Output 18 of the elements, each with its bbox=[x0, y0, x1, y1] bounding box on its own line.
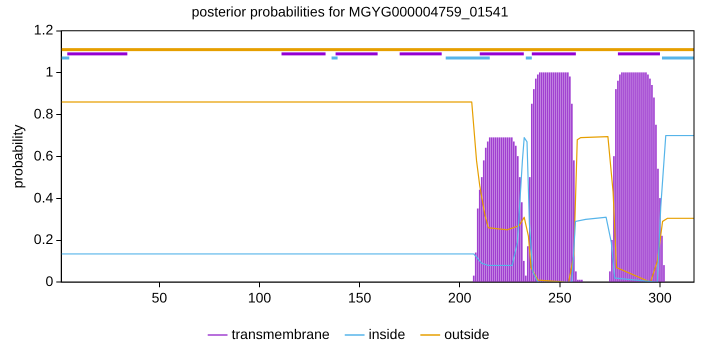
x-tick-label: 300 bbox=[648, 289, 672, 306]
y-tick-label: 0 bbox=[45, 273, 54, 290]
y-tick-label: 0.6 bbox=[34, 147, 54, 164]
x-tick-label: 250 bbox=[548, 289, 572, 306]
legend-label: outside bbox=[444, 326, 490, 342]
y-tick-label: 0.8 bbox=[34, 105, 54, 122]
chart-title: posterior probabilities for MGYG000004759_01541 bbox=[192, 3, 509, 20]
legend-label: inside bbox=[368, 326, 406, 342]
x-tick-label: 200 bbox=[448, 289, 472, 306]
x-tick-label: 150 bbox=[348, 289, 372, 306]
y-tick-label: 0.2 bbox=[34, 231, 54, 248]
x-tick-label: 100 bbox=[248, 289, 272, 306]
y-tick-label: 1 bbox=[45, 64, 54, 80]
y-axis-title: probability bbox=[9, 124, 26, 188]
legend-label: transmembrane bbox=[232, 326, 330, 342]
y-tick-label: 1.2 bbox=[34, 22, 54, 38]
x-tick-label: 50 bbox=[152, 289, 168, 306]
y-tick-label: 0.4 bbox=[34, 189, 54, 206]
